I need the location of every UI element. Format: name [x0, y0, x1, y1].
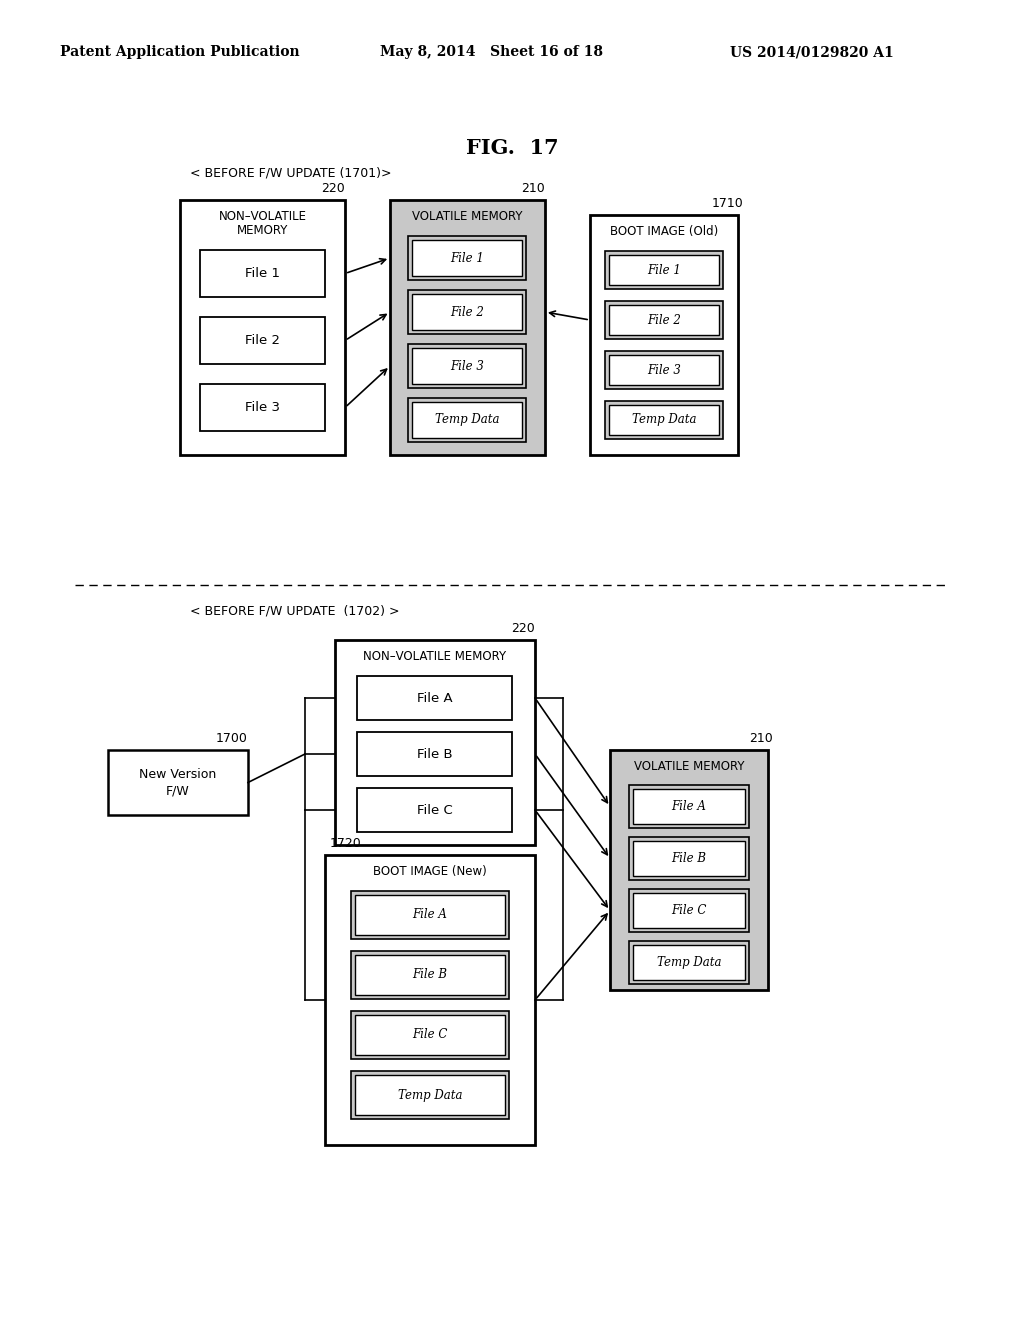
Text: Patent Application Publication: Patent Application Publication	[60, 45, 300, 59]
Bar	[351, 891, 509, 939]
Bar	[610, 750, 768, 990]
Text: File 3: File 3	[245, 401, 280, 414]
Bar	[408, 345, 526, 388]
Bar	[355, 895, 505, 935]
Bar	[412, 294, 522, 330]
Text: < BEFORE F/W UPDATE  (1702) >: < BEFORE F/W UPDATE (1702) >	[190, 605, 399, 618]
Text: May 8, 2014   Sheet 16 of 18: May 8, 2014 Sheet 16 of 18	[380, 45, 603, 59]
Text: File 2: File 2	[451, 305, 484, 318]
Text: F/W: F/W	[166, 784, 189, 797]
Text: 210: 210	[750, 733, 773, 744]
Bar	[633, 789, 745, 824]
Text: File 3: File 3	[647, 363, 681, 376]
Bar	[108, 750, 248, 814]
Bar	[412, 240, 522, 276]
Bar	[609, 255, 719, 285]
Text: VOLATILE MEMORY: VOLATILE MEMORY	[634, 760, 744, 774]
Text: New Version: New Version	[139, 768, 217, 781]
Bar	[408, 399, 526, 442]
Text: MEMORY: MEMORY	[237, 224, 288, 238]
Bar	[357, 788, 512, 832]
Text: File 1: File 1	[647, 264, 681, 276]
Bar	[351, 1011, 509, 1059]
Bar	[355, 1015, 505, 1055]
Bar	[609, 405, 719, 436]
Bar	[325, 855, 535, 1144]
Bar	[633, 894, 745, 928]
Bar	[633, 945, 745, 979]
Bar	[408, 236, 526, 280]
Bar	[605, 251, 723, 289]
Text: File C: File C	[672, 904, 707, 917]
Text: File B: File B	[417, 747, 453, 760]
Text: Temp Data: Temp Data	[656, 956, 721, 969]
Bar	[412, 348, 522, 384]
Bar	[180, 201, 345, 455]
Bar	[351, 950, 509, 999]
Text: 210: 210	[521, 182, 545, 195]
Text: Temp Data: Temp Data	[397, 1089, 462, 1101]
Text: File B: File B	[672, 851, 707, 865]
Text: File A: File A	[417, 692, 453, 705]
Bar	[357, 733, 512, 776]
Bar	[200, 317, 325, 364]
Bar	[605, 401, 723, 440]
Text: File 2: File 2	[245, 334, 280, 347]
Text: Temp Data: Temp Data	[435, 413, 500, 426]
Bar	[605, 351, 723, 389]
Text: 220: 220	[511, 622, 535, 635]
Bar	[590, 215, 738, 455]
Text: File B: File B	[413, 969, 447, 982]
Bar	[609, 305, 719, 335]
Text: 220: 220	[322, 182, 345, 195]
Text: < BEFORE F/W UPDATE (1701)>: < BEFORE F/W UPDATE (1701)>	[190, 168, 391, 180]
Text: BOOT IMAGE (New): BOOT IMAGE (New)	[373, 866, 486, 879]
Text: Temp Data: Temp Data	[632, 413, 696, 426]
Bar	[408, 290, 526, 334]
Text: 1710: 1710	[712, 197, 743, 210]
Bar	[412, 403, 522, 438]
Text: File 3: File 3	[451, 359, 484, 372]
Bar	[609, 355, 719, 385]
Bar	[629, 941, 749, 983]
Bar	[629, 888, 749, 932]
Text: File 2: File 2	[647, 314, 681, 326]
Text: File C: File C	[413, 1028, 447, 1041]
Text: File 1: File 1	[245, 267, 280, 280]
Bar	[200, 249, 325, 297]
Text: File C: File C	[417, 804, 453, 817]
Bar	[335, 640, 535, 845]
Bar	[357, 676, 512, 719]
Bar	[633, 841, 745, 876]
Text: BOOT IMAGE (Old): BOOT IMAGE (Old)	[610, 226, 718, 239]
Text: NON–VOLATILE MEMORY: NON–VOLATILE MEMORY	[364, 651, 507, 664]
Text: File 1: File 1	[451, 252, 484, 264]
Bar	[355, 954, 505, 995]
Bar	[629, 785, 749, 828]
Text: NON–VOLATILE: NON–VOLATILE	[218, 210, 306, 223]
Bar	[351, 1071, 509, 1119]
Text: FIG.  17: FIG. 17	[466, 139, 558, 158]
Text: File A: File A	[672, 800, 707, 813]
Text: 1700: 1700	[216, 733, 248, 744]
Text: VOLATILE MEMORY: VOLATILE MEMORY	[413, 210, 522, 223]
Bar	[200, 384, 325, 432]
Text: File A: File A	[413, 908, 447, 921]
Bar	[390, 201, 545, 455]
Bar	[605, 301, 723, 339]
Bar	[629, 837, 749, 880]
Text: 1720: 1720	[330, 837, 361, 850]
Bar	[355, 1074, 505, 1115]
Text: US 2014/0129820 A1: US 2014/0129820 A1	[730, 45, 894, 59]
